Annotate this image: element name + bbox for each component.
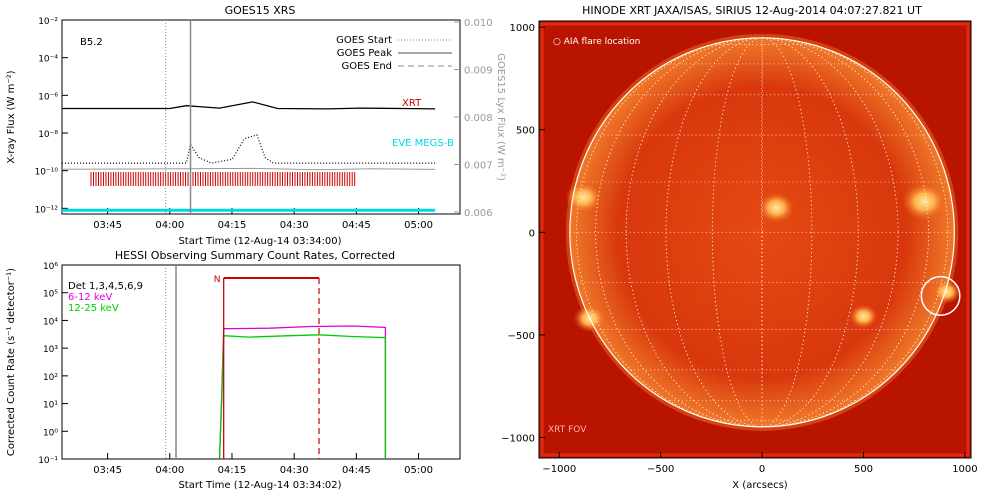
xrt-x-tick-label: 0: [759, 464, 765, 475]
hessi-x-tick-label: 04:45: [342, 465, 371, 476]
hessi-legend: Det 1,3,4,5,6,9 6-12 keV 12-25 keV: [68, 281, 143, 314]
goes-x-tick-label: 04:00: [155, 220, 184, 231]
hessi-series-12-25kev: [218, 334, 387, 460]
xrt-plot-frame: [538, 20, 972, 459]
hessi-x-tick-label: 04:00: [155, 465, 184, 476]
legend-goes-end: GOES End: [342, 61, 392, 72]
goes-short-channel-line: [62, 134, 436, 164]
hessi-x-axis-label: Start Time (12-Aug-14 03:34:02): [178, 480, 341, 491]
goes-plot-frame: [61, 19, 461, 215]
goes-x-tick-label: 05:00: [404, 220, 433, 231]
xrt-bright-region: [849, 304, 878, 329]
xrt-x-tick-label: −1000: [542, 464, 576, 475]
xrt-aia-flare-circle: [920, 275, 961, 316]
xrt-y-tick-label: 0: [529, 228, 535, 239]
hessi-title: HESSI Observing Summary Count Rates, Cor…: [115, 249, 395, 262]
goes-x-axis-label: Start Time (12-Aug-14 03:34:00): [178, 236, 341, 247]
goes-title: GOES15 XRS: [225, 4, 296, 17]
legend-goes-peak: GOES Peak: [337, 48, 392, 59]
hessi-series-6-12kev: [218, 325, 387, 460]
xrt-panel: HINODE XRT JAXA/ISAS, SIRIUS 12-Aug-2014…: [501, 4, 977, 491]
xrt-bright-region: [932, 279, 961, 304]
goes-y-tick-label: 10⁻¹²: [35, 205, 59, 215]
legend-goes-start: GOES Start: [336, 35, 392, 46]
goes-y-tick-label: 10⁻⁸: [38, 130, 58, 140]
goes-lyx-channel-line: [61, 167, 436, 171]
goes-y-axis-label: X-ray Flux (W m⁻²): [6, 70, 17, 163]
goes-y-ticks: 10⁻² 10⁻⁴ 10⁻⁶ 10⁻⁸ 10⁻¹⁰ 10⁻¹²: [35, 17, 68, 215]
goes-panel: GOES15 XRS 03:45 04:00 04:15 04:30 04:45 05:0…: [6, 4, 506, 247]
hessi-x-ticks: 03:45 04:00 04:15 04:30 04:45 05:00: [93, 453, 433, 476]
goes-legend: GOES Start GOES Peak GOES End: [336, 35, 452, 72]
goes-marks: [61, 20, 436, 214]
hessi-night-label: N: [214, 275, 221, 285]
hessi-y-tick-label: 10⁵: [43, 290, 58, 300]
xrt-bright-region: [758, 192, 795, 224]
hessi-plot-frame: [61, 264, 461, 460]
hessi-y-ticks: 10⁶ 10⁵ 10⁴ 10³ 10² 10¹ 10⁰ 10⁻¹: [38, 262, 68, 466]
hessi-marks: [165, 265, 387, 460]
goes-x-tick-label: 04:15: [218, 220, 247, 231]
hessi-legend-6-12kev: 6-12 keV: [68, 292, 112, 303]
hessi-y-tick-label: 10⁰: [43, 428, 58, 438]
goes-y2-ticks: 0.010 0.009 0.008 0.007 0.006: [454, 18, 493, 219]
goes-y2-axis-label: GOES15 Lyx Flux (W m⁻²): [495, 53, 506, 181]
hessi-x-tick-label: 03:45: [93, 465, 122, 476]
hessi-y-tick-label: 10¹: [43, 401, 58, 411]
xrt-y-tick-label: −1000: [501, 433, 535, 444]
hessi-x-tick-label: 04:15: [218, 465, 247, 476]
hessi-panel: HESSI Observing Summary Count Rates, Cor…: [6, 249, 461, 491]
hessi-y-tick-label: 10³: [43, 345, 58, 355]
xrt-x-ticks: −1000 −500 0 500 1000: [542, 452, 978, 475]
hessi-x-tick-label: 05:00: [404, 465, 433, 476]
xrt-title: HINODE XRT JAXA/ISAS, SIRIUS 12-Aug-2014…: [582, 4, 922, 17]
xrt-legend-aia: ○ AIA flare location: [553, 37, 640, 47]
hessi-x-tick-label: 04:30: [280, 465, 309, 476]
xrt-bright-region: [902, 182, 947, 221]
goes-class-label: B5.2: [80, 37, 103, 48]
xrt-grid-longitude: [761, 37, 763, 428]
hessi-y-tick-label: 10⁴: [43, 317, 58, 327]
hessi-y-tick-label: 10⁻¹: [38, 456, 58, 466]
xrt-y-ticks: 1000 500 0 −500 −1000: [501, 23, 545, 444]
goes-y2-tick-label: 0.008: [464, 113, 493, 124]
hessi-y-tick-label: 10²: [43, 373, 58, 383]
goes-y-tick-label: 10⁻¹⁰: [35, 168, 59, 178]
hessi-legend-detectors: Det 1,3,4,5,6,9: [68, 281, 143, 292]
goes-y2-tick-label: 0.010: [464, 18, 493, 29]
goes-x-tick-label: 03:45: [93, 220, 122, 231]
goes-y-tick-label: 10⁻⁶: [38, 92, 58, 102]
goes-x-tick-label: 04:45: [342, 220, 371, 231]
xrt-x-axis-label: X (arcsecs): [732, 480, 788, 491]
xrt-y-tick-label: 500: [516, 126, 535, 137]
goes-y-tick-label: 10⁻⁴: [38, 55, 58, 65]
goes-y2-tick-label: 0.007: [464, 161, 493, 172]
goes-eve-series-label: EVE MEGS-B: [392, 138, 454, 149]
goes-y-tick-label: 10⁻²: [38, 17, 58, 27]
xrt-x-tick-label: 500: [854, 464, 873, 475]
hessi-y-tick-label: 10⁶: [43, 262, 58, 272]
xrt-fov-border: [540, 22, 970, 457]
hessi-legend-12-25kev: 12-25 keV: [68, 303, 119, 314]
xrt-solar-limb: [569, 37, 955, 428]
xrt-y-tick-label: −500: [508, 331, 535, 342]
goes-x-tick-label: 04:30: [280, 220, 309, 231]
xrt-y-tick-label: 1000: [510, 23, 535, 34]
goes-long-channel-line: [62, 101, 436, 110]
goes-xrt-series-label: XRT: [402, 98, 422, 109]
xrt-x-tick-label: 1000: [952, 464, 977, 475]
xrt-image: [540, 22, 970, 457]
xrt-x-tick-label: −500: [647, 464, 674, 475]
hessi-y-axis-label: Corrected Count Rate (s⁻¹ detector⁻¹): [6, 268, 17, 456]
goes-y2-tick-label: 0.009: [464, 66, 493, 77]
goes-y2-tick-label: 0.006: [464, 208, 493, 219]
xrt-fov-label: XRT FOV: [548, 425, 587, 435]
